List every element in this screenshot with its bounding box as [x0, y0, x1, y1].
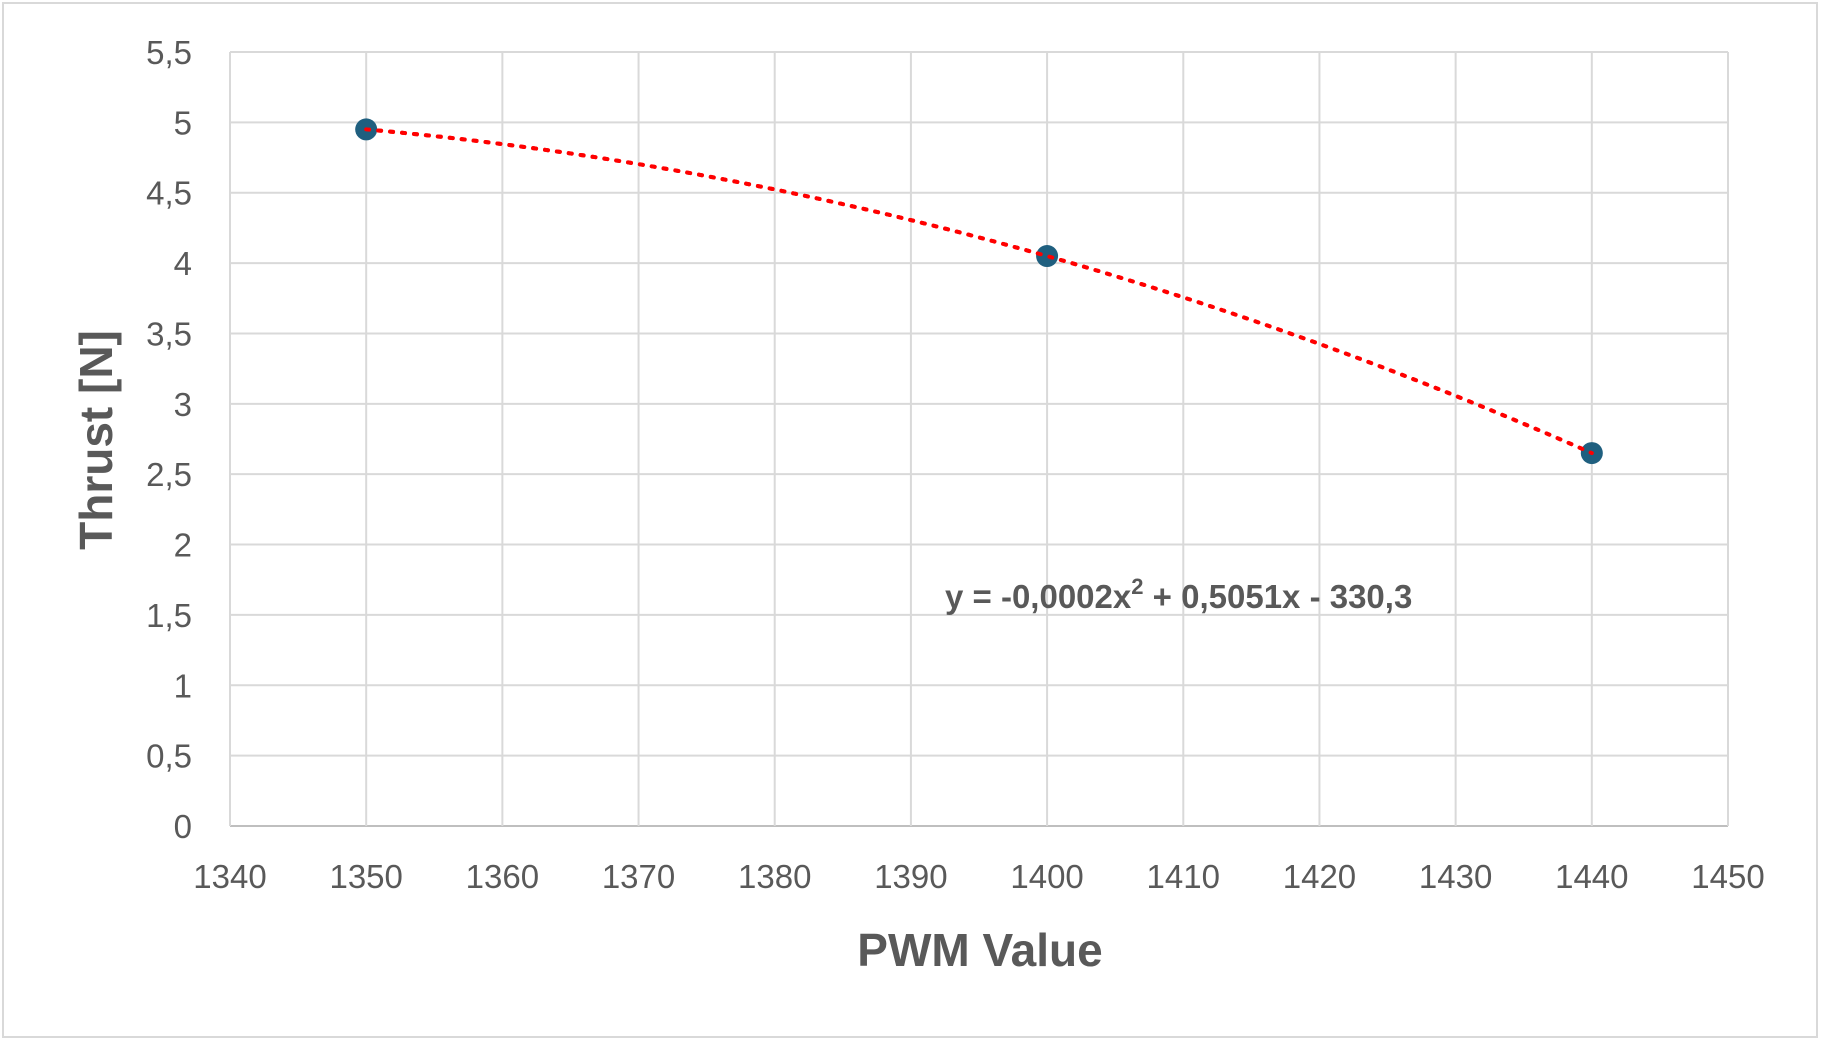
data-point: [1036, 245, 1059, 268]
y-tick-label: 5: [174, 104, 192, 141]
y-tick-label: 2: [174, 527, 192, 564]
y-tick-label: 3: [174, 386, 192, 423]
y-tick-label: 0,5: [146, 738, 192, 775]
y-tick-label: 2,5: [146, 456, 192, 493]
x-tick-label: 1420: [1283, 858, 1356, 895]
data-points: [355, 118, 1603, 465]
trendline-equation: y = -0,0002x2 + 0,5051x - 330,3: [945, 574, 1412, 615]
y-tick-label: 0: [174, 808, 192, 845]
y-tick-label: 3,5: [146, 315, 192, 352]
y-tick-label: 5,5: [146, 34, 192, 71]
x-tick-labels: 1340 1350 1360 1370 1380 1390 1400 1410 1420 1430…: [193, 858, 1764, 895]
x-axis-title: PWM Value: [857, 924, 1102, 976]
y-tick-labels: 0 0,5 1 1,5 2 2,5 3 3,5 4 4,5 5 5,5: [146, 34, 192, 845]
x-tick-label: 1410: [1147, 858, 1220, 895]
y-axis-title: Thrust [N]: [70, 330, 122, 550]
y-tick-label: 4: [174, 245, 192, 282]
equation-superscript: 2: [1131, 574, 1143, 599]
equation-prefix: y = -0,0002x: [945, 578, 1132, 615]
trendline-overlay: [364, 127, 1594, 456]
x-tick-label: 1340: [193, 858, 266, 895]
x-tick-label: 1430: [1419, 858, 1492, 895]
y-tick-label: 4,5: [146, 175, 192, 212]
grid: [229, 51, 1729, 827]
x-tick-label: 1370: [602, 858, 675, 895]
x-tick-label: 1380: [738, 858, 811, 895]
x-tick-label: 1450: [1691, 858, 1764, 895]
x-tick-label: 1400: [1010, 858, 1083, 895]
x-tick-label: 1390: [874, 858, 947, 895]
equation-suffix: + 0,5051x - 330,3: [1144, 578, 1413, 615]
x-tick-label: 1350: [329, 858, 402, 895]
y-tick-label: 1,5: [146, 597, 192, 634]
x-tick-label: 1440: [1555, 858, 1628, 895]
x-tick-label: 1360: [466, 858, 539, 895]
y-tick-label: 1: [174, 667, 192, 704]
